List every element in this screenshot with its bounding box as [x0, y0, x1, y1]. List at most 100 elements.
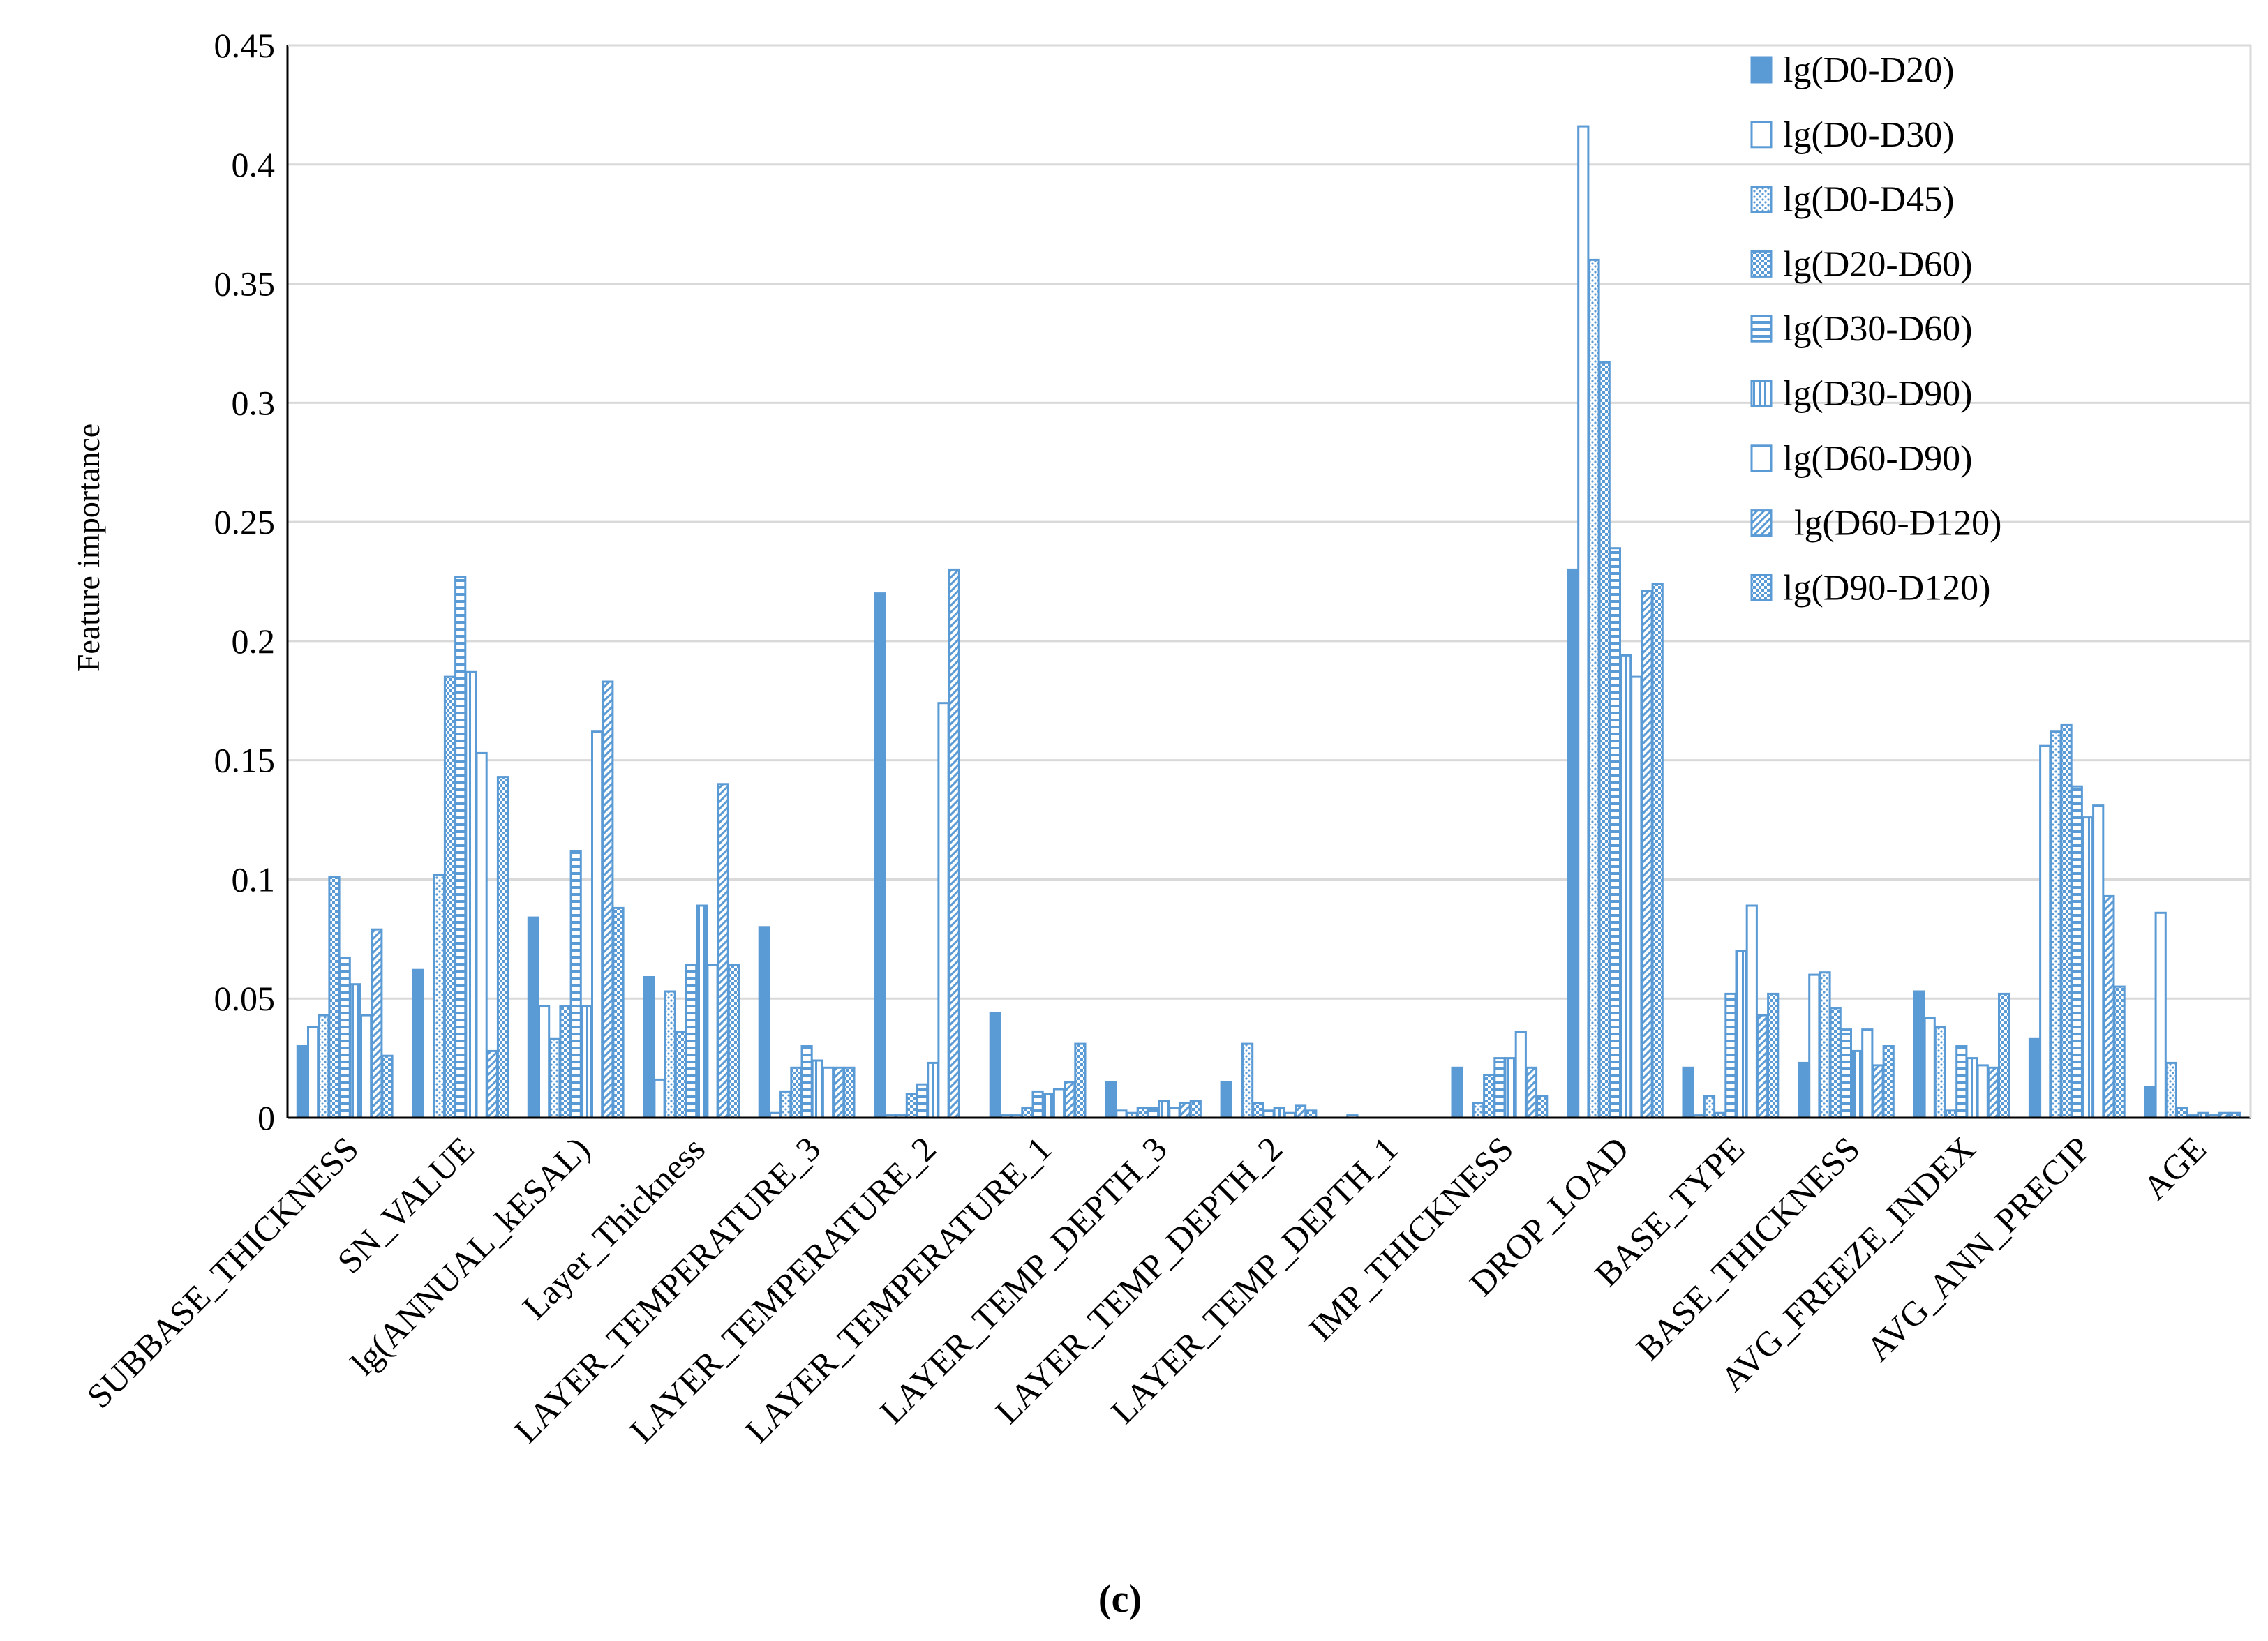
bar-layer-temp-depth-3-s6: [1158, 1100, 1170, 1119]
bar-avg-ann-precip-s7: [2092, 804, 2105, 1119]
bar-imp-thickness-s6: [1504, 1057, 1516, 1119]
bar-imp-thickness-s1: [1451, 1066, 1463, 1119]
bar-sn-value-s9: [496, 776, 509, 1119]
x-tick-labels: SUBBASE_THICKNESSSN_VALUElg(ANNUAL_kESAL…: [80, 1129, 2214, 1451]
bar-drop-load-s3: [1588, 258, 1600, 1119]
bar-avg-ann-precip-s8: [2103, 894, 2115, 1119]
y-tick-labels: 0 0.05 0.1 0.15 0.2 0.25 0.3 0.35 0.4 0.45: [214, 26, 276, 1137]
bar-layer-temp-depth-2-s8: [1295, 1104, 1307, 1119]
bar-layer-thickness-s1: [643, 976, 655, 1119]
bar-layer-temperature-1-s7: [1052, 1088, 1066, 1119]
legend-label: lg(D0-D45): [1783, 180, 1955, 220]
bar-layer-thickness-s9: [727, 964, 740, 1119]
bar-imp-thickness-s4: [1483, 1074, 1495, 1119]
bar-avg-freeze-index-s5: [1955, 1045, 1968, 1119]
bar-layer-temperature-2-s7: [937, 702, 950, 1119]
y-tick-label: 0.2: [232, 622, 276, 661]
bar-base-thickness-s7: [1861, 1028, 1874, 1119]
legend-label: lg(D20-D60): [1783, 244, 1973, 284]
bar-avg-freeze-index-s1: [1913, 990, 1925, 1119]
legend-label: lg(D60-D120): [1794, 504, 2002, 544]
bar-base-type-s9: [1767, 992, 1780, 1119]
bar-sn-value-s6: [465, 670, 477, 1119]
bar-lg-annual-kesal--s9: [612, 906, 625, 1119]
bar-imp-thickness-s3: [1472, 1102, 1485, 1119]
x-tick-label: SUBBASE_THICKNESS: [80, 1129, 366, 1416]
bar-layer-temperature-1-s8: [1064, 1081, 1076, 1119]
bar-layer-temperature-2-s8: [948, 568, 960, 1119]
bar-avg-ann-precip-s5: [2071, 785, 2083, 1119]
bar-age-s2: [2154, 911, 2167, 1119]
bar-subbase-thickness-s4: [328, 876, 341, 1119]
bar-layer-temp-depth-3-s8: [1179, 1102, 1191, 1119]
bar-subbase-thickness-s8: [371, 928, 383, 1119]
legend-swatch: [1750, 121, 1773, 149]
bar-drop-load-s1: [1567, 568, 1579, 1119]
bar-layer-temp-depth-3-s2: [1115, 1109, 1128, 1119]
bar-layer-temperature-1-s5: [1031, 1090, 1044, 1119]
bar-avg-ann-precip-s9: [2113, 985, 2126, 1119]
bar-subbase-thickness-s9: [381, 1054, 394, 1119]
bar-drop-load-s2: [1577, 125, 1590, 1119]
bar-layer-temperature-1-s4: [1021, 1107, 1034, 1119]
bar-drop-load-s4: [1598, 361, 1611, 1119]
bar-drop-load-s8: [1641, 590, 1653, 1119]
bar-avg-ann-precip-s1: [2028, 1037, 2041, 1119]
bar-avg-freeze-index-s3: [1934, 1026, 1947, 1119]
y-tick-label: 0.45: [214, 26, 276, 65]
legend-swatch: [1750, 574, 1773, 601]
bar-lg-annual-kesal--s8: [602, 680, 614, 1119]
bar-sn-value-s1: [412, 968, 424, 1119]
bar-layer-temp-depth-2-s9: [1305, 1109, 1318, 1119]
bar-layer-temperature-3-s5: [800, 1045, 813, 1119]
bar-lg-annual-kesal--s3: [549, 1037, 561, 1119]
bar-layer-temperature-3-s8: [833, 1066, 845, 1119]
legend-swatch: [1750, 56, 1773, 84]
x-tick-label: IMP_THICKNESS: [1301, 1129, 1521, 1349]
bar-imp-thickness-s8: [1525, 1066, 1538, 1119]
bar-base-type-s5: [1724, 992, 1737, 1119]
bar-imp-thickness-s5: [1493, 1057, 1506, 1119]
bar-layer-temperature-3-s6: [811, 1059, 823, 1119]
legend-label: lg(D0-D20): [1783, 50, 1955, 90]
x-tick-label: AGE: [2135, 1129, 2214, 1207]
legend-swatch: [1750, 250, 1773, 278]
bar-layer-thickness-s4: [674, 1031, 687, 1119]
bar-layer-temp-depth-2-s4: [1252, 1102, 1264, 1119]
bar-avg-freeze-index-s2: [1923, 1017, 1936, 1119]
bar-sn-value-s4: [443, 675, 456, 1119]
y-tick-label: 0.15: [214, 741, 276, 780]
bar-lg-annual-kesal--s5: [569, 850, 582, 1119]
bar-imp-thickness-s9: [1536, 1095, 1549, 1119]
bar-layer-temp-depth-2-s1: [1220, 1081, 1232, 1119]
bar-avg-ann-precip-s3: [2050, 730, 2062, 1119]
bar-layer-temperature-3-s9: [843, 1066, 856, 1119]
bar-layer-temperature-2-s1: [874, 592, 886, 1119]
bar-subbase-thickness-s6: [349, 983, 361, 1119]
bar-sn-value-s3: [433, 874, 445, 1119]
bar-layer-thickness-s3: [664, 990, 676, 1119]
legend-swatch: [1750, 380, 1773, 407]
bar-layer-thickness-s6: [696, 904, 708, 1119]
bar-layer-temperature-1-s6: [1042, 1093, 1054, 1119]
bar-lg-annual-kesal--s1: [527, 916, 539, 1119]
bar-layer-temp-depth-3-s5: [1147, 1107, 1160, 1119]
bar-base-thickness-s3: [1819, 971, 1831, 1119]
bar-avg-freeze-index-s9: [1998, 992, 2010, 1119]
legend-label: lg(D60-D90): [1783, 439, 1973, 479]
bar-layer-temperature-3-s4: [790, 1066, 803, 1119]
bar-avg-ann-precip-s2: [2039, 744, 2052, 1119]
bar-base-thickness-s2: [1808, 973, 1821, 1119]
bar-base-type-s7: [1745, 904, 1758, 1119]
bar-age-s3: [2165, 1061, 2178, 1119]
y-tick-label: 0: [258, 1098, 275, 1137]
y-tick-label: 0.3: [232, 383, 276, 422]
y-tick-label: 0.25: [214, 502, 276, 541]
bar-avg-freeze-index-s8: [1987, 1066, 2000, 1119]
bar-age-s4: [2176, 1107, 2188, 1119]
bar-subbase-thickness-s5: [338, 957, 351, 1119]
x-tick-label: BASE_THICKNESS: [1629, 1129, 1867, 1368]
bar-layer-temperature-3-s7: [821, 1066, 835, 1119]
bar-lg-annual-kesal--s4: [559, 1005, 572, 1119]
